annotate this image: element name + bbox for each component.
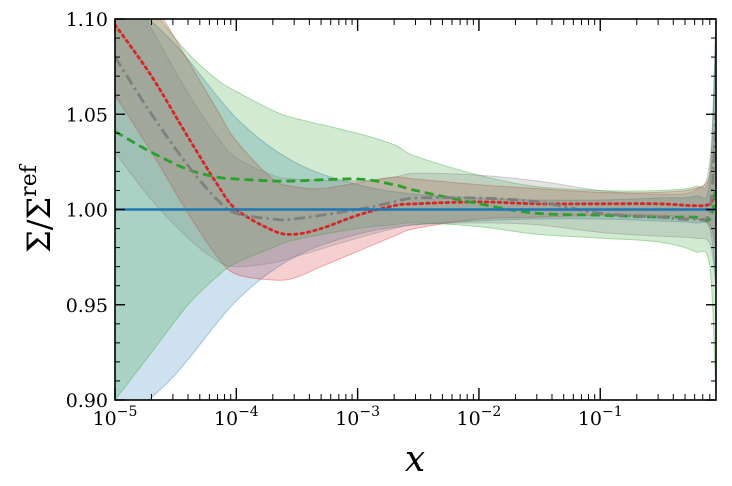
uncertainty-bands (115, 19, 716, 400)
x-tick-label: 10−5 (93, 404, 138, 430)
x-tick-label: 10−4 (214, 404, 259, 430)
y-tick-label: 1.10 (66, 9, 108, 31)
x-tick-labels: 10−5 10−4 10−3 10−2 10−1 (93, 404, 623, 430)
y-axis-label-main: Σ/Σ (20, 197, 58, 253)
y-axis-label-superscript: ref (17, 163, 42, 197)
x-tick-label: 10−2 (457, 404, 502, 430)
band-variant-3 (115, 19, 716, 286)
y-tick-label: 0.95 (66, 295, 108, 317)
y-tick-label: 1.05 (66, 104, 108, 126)
y-axis-label: Σ/Σref (17, 163, 58, 253)
x-tick-label: 10−3 (335, 404, 380, 430)
y-tick-label: 1.00 (66, 200, 108, 222)
line-variant-3 (115, 56, 716, 222)
line-variant-2 (115, 130, 716, 223)
series-lines (115, 23, 716, 236)
y-tick-label: 0.90 (66, 390, 108, 412)
axis-ticks (114, 18, 716, 401)
y-tick-labels: 0.90 0.95 1.00 1.05 1.10 (66, 9, 108, 412)
x-tick-label: 10−1 (578, 404, 623, 430)
svg-text:Σ/Σref: Σ/Σref (17, 163, 58, 253)
x-axis-label: x (405, 439, 425, 480)
